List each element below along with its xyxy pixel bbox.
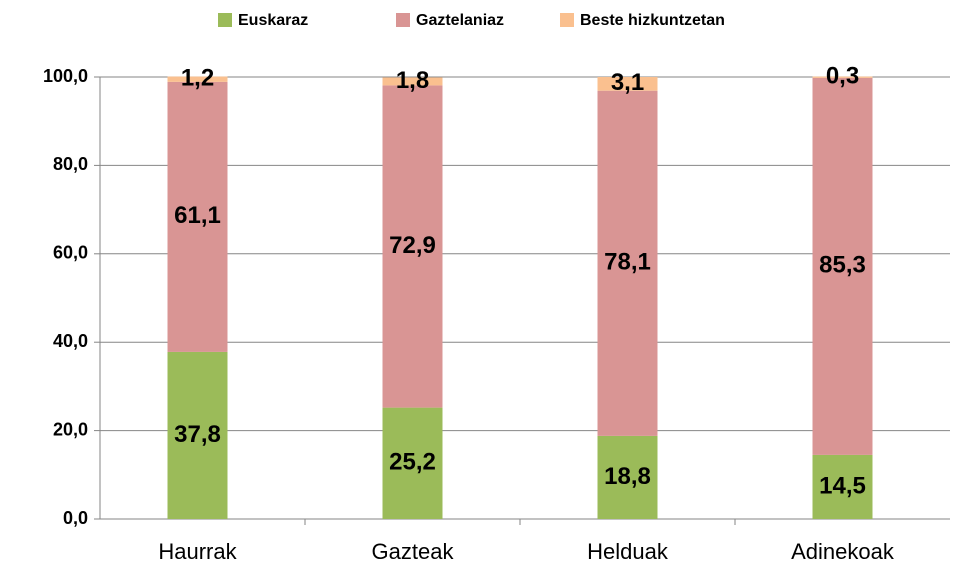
bar-segment bbox=[812, 76, 873, 78]
bar-segment bbox=[597, 77, 658, 91]
legend-label: Euskaraz bbox=[238, 12, 308, 29]
y-tick-label: 100,0 bbox=[43, 66, 88, 86]
bar-segment bbox=[597, 90, 658, 436]
value-label: 18,8 bbox=[604, 463, 651, 490]
value-label: 78,1 bbox=[604, 249, 651, 276]
bar-segment bbox=[382, 407, 443, 519]
value-label: 1,8 bbox=[396, 67, 429, 94]
x-tick-label: Gazteak bbox=[372, 539, 455, 564]
value-label: 37,8 bbox=[174, 421, 221, 448]
bar-segment bbox=[597, 435, 658, 519]
x-tick-label: Helduak bbox=[587, 539, 669, 564]
x-tick-label: Haurrak bbox=[158, 539, 237, 564]
y-tick-label: 80,0 bbox=[53, 154, 88, 174]
value-label: 1,2 bbox=[181, 65, 214, 92]
bar-segment bbox=[382, 85, 443, 408]
y-tick-label: 40,0 bbox=[53, 331, 88, 351]
bar-segment bbox=[167, 81, 228, 352]
bar-segment bbox=[382, 77, 443, 86]
legend-swatch bbox=[560, 13, 574, 27]
x-tick-label: Adinekoak bbox=[791, 539, 895, 564]
legend-swatch bbox=[396, 13, 410, 27]
bar-segment bbox=[812, 77, 873, 455]
value-label: 25,2 bbox=[389, 449, 436, 476]
value-label: 14,5 bbox=[819, 472, 866, 499]
bar-segment bbox=[167, 76, 228, 82]
bar-segment bbox=[167, 351, 228, 519]
value-label: 72,9 bbox=[389, 232, 436, 259]
value-label: 85,3 bbox=[819, 252, 866, 279]
value-label: 61,1 bbox=[174, 202, 221, 229]
bar-segment bbox=[812, 454, 873, 519]
value-label: 0,3 bbox=[826, 63, 859, 90]
value-label: 3,1 bbox=[611, 69, 644, 96]
legend-label: Beste hizkuntzetan bbox=[580, 12, 725, 29]
legend-label: Gaztelaniaz bbox=[416, 12, 504, 29]
y-tick-label: 60,0 bbox=[53, 243, 88, 263]
legend-swatch bbox=[218, 13, 232, 27]
y-tick-label: 0,0 bbox=[63, 508, 88, 528]
y-tick-label: 20,0 bbox=[53, 419, 88, 439]
